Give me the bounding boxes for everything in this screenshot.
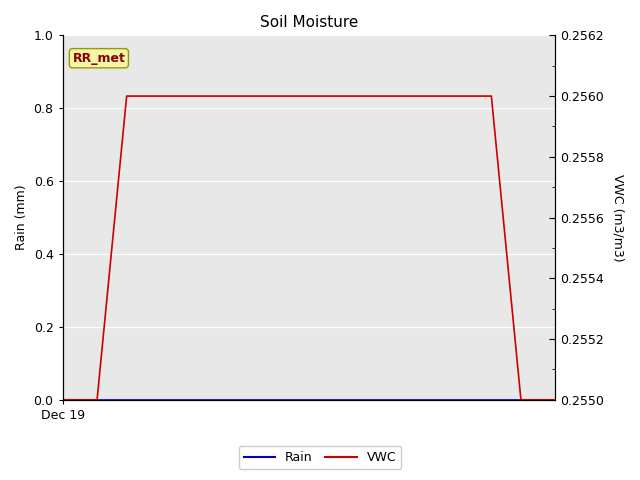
VWC	[93, 397, 101, 403]
VWC	[517, 397, 525, 403]
Y-axis label: Rain (mm): Rain (mm)	[15, 185, 28, 251]
Y-axis label: VWC (m3/m3): VWC (m3/m3)	[612, 174, 625, 262]
Text: RR_met: RR_met	[72, 52, 125, 65]
Title: Soil Moisture: Soil Moisture	[260, 15, 358, 30]
Line: VWC: VWC	[63, 96, 556, 400]
VWC	[552, 397, 559, 403]
VWC	[488, 93, 495, 99]
Legend: Rain, VWC: Rain, VWC	[239, 446, 401, 469]
VWC	[123, 93, 131, 99]
VWC	[59, 397, 67, 403]
